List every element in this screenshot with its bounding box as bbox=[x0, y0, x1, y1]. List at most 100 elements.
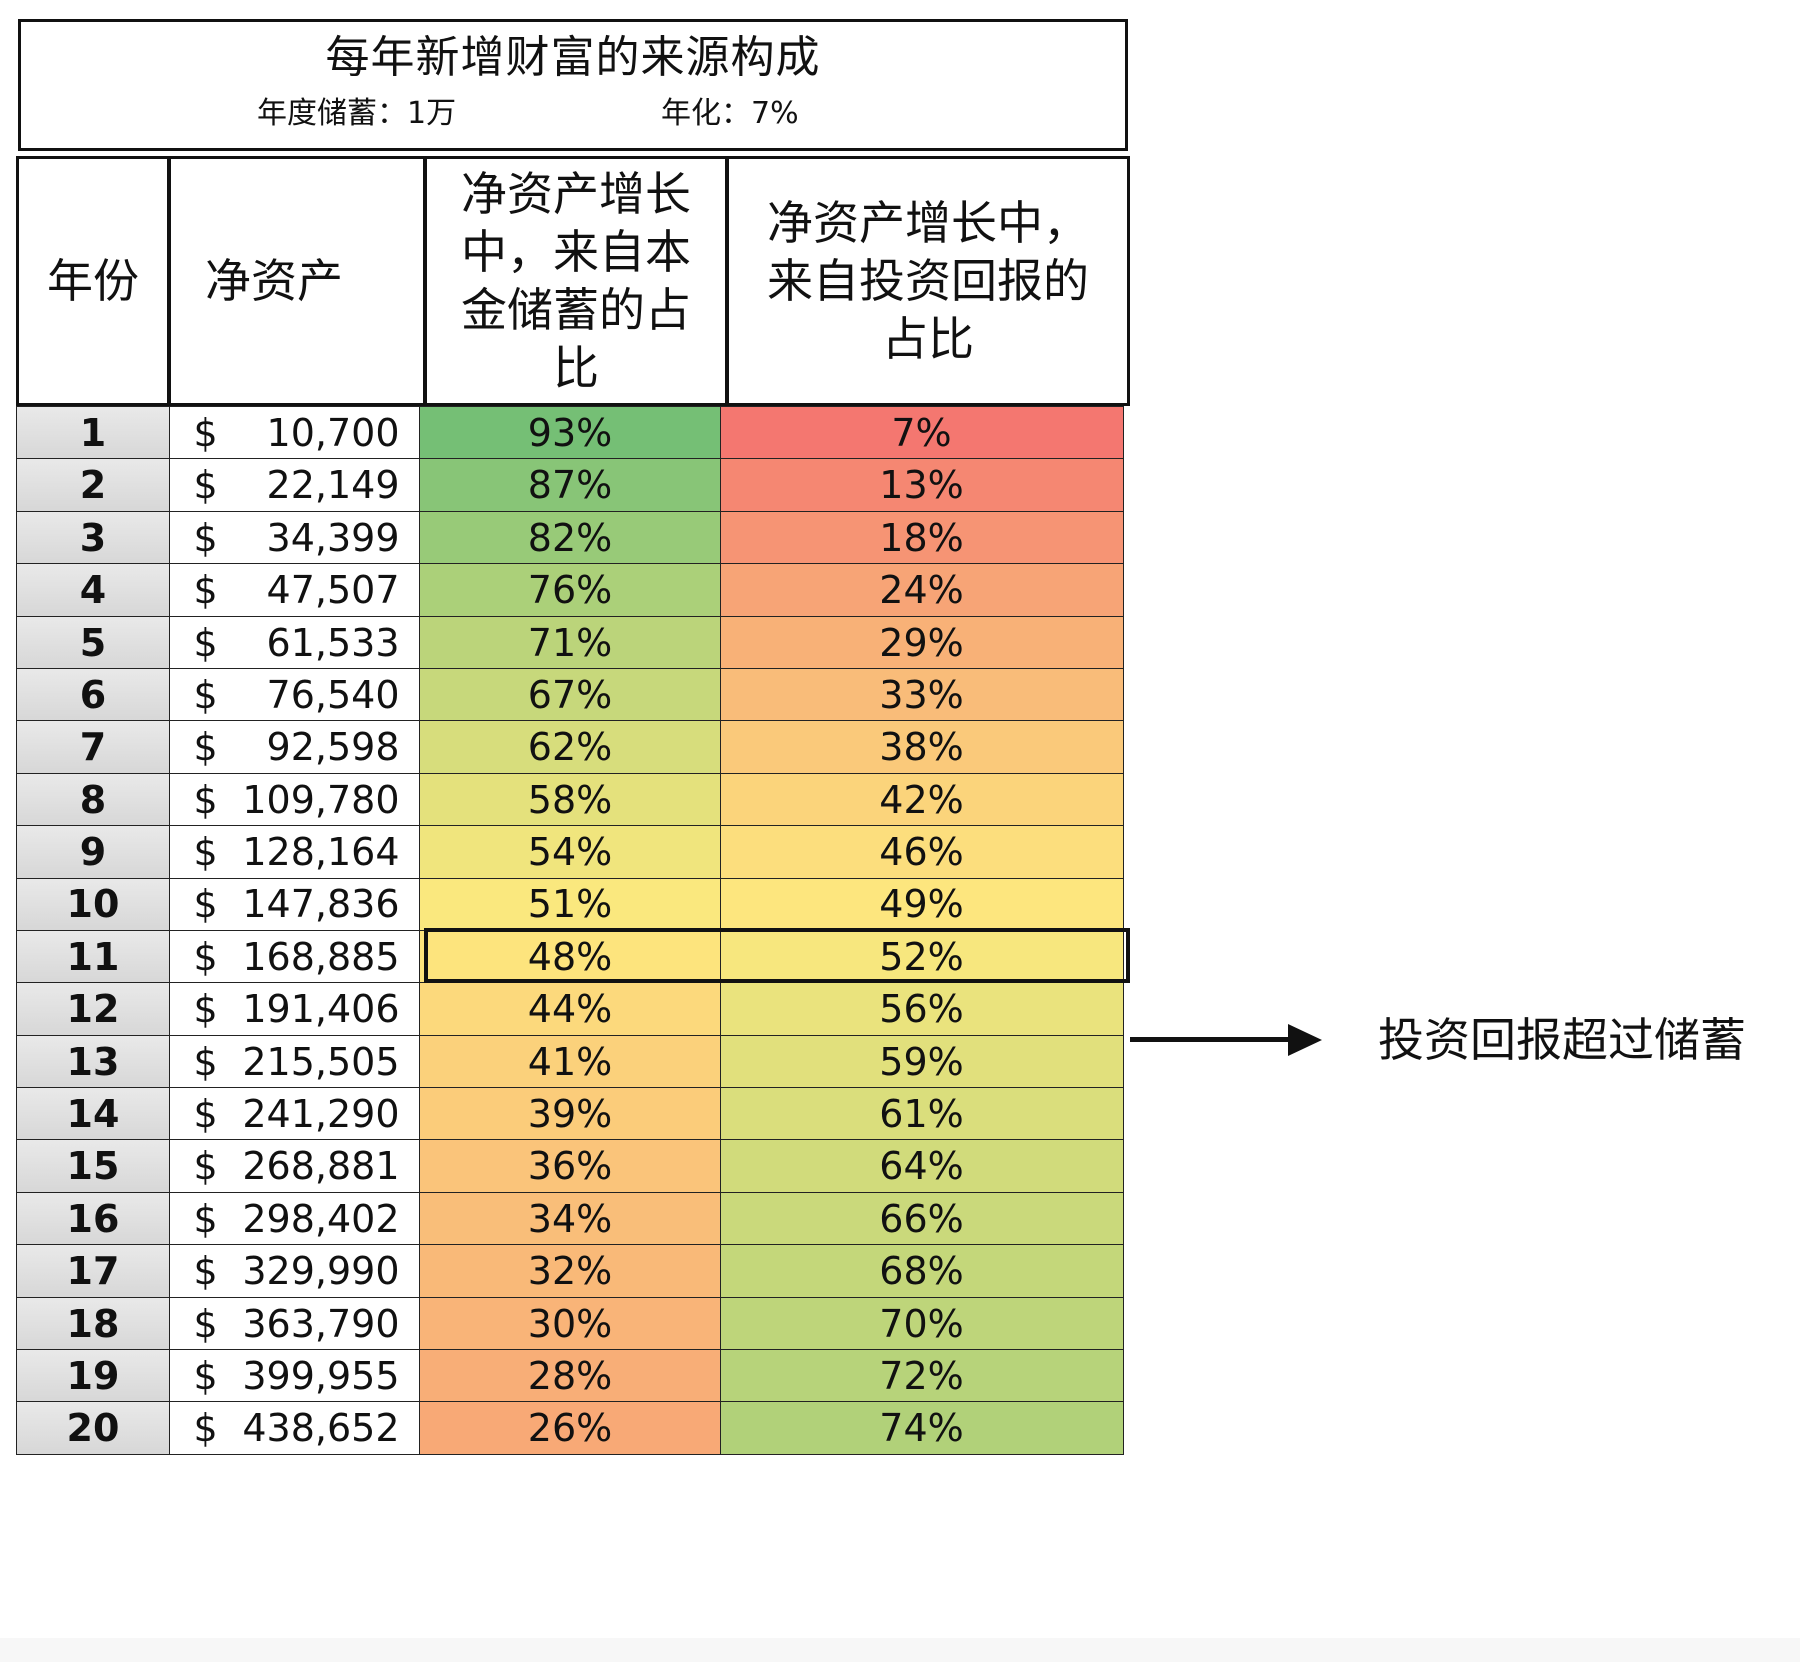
year-cell: 1 bbox=[16, 406, 170, 460]
investment-share-cell: 7% bbox=[719, 406, 1124, 460]
currency-symbol: $ bbox=[193, 1406, 218, 1451]
savings-share-cell: 26% bbox=[419, 1401, 721, 1456]
year-cell: 9 bbox=[16, 825, 170, 880]
net-assets-value: 191,406 bbox=[242, 987, 400, 1032]
savings-share-cell: 82% bbox=[419, 510, 721, 565]
net-assets-cell: $22,149 bbox=[168, 458, 421, 513]
savings-share-cell: 36% bbox=[419, 1139, 721, 1194]
net-assets-cell: $298,402 bbox=[168, 1191, 421, 1246]
currency-symbol: $ bbox=[193, 463, 218, 508]
net-assets-value: 34,399 bbox=[266, 515, 400, 560]
header-net-assets-text: 净资产 bbox=[205, 252, 343, 310]
right-arrow-icon bbox=[1288, 1024, 1322, 1056]
net-assets-value: 109,780 bbox=[242, 777, 400, 822]
net-assets-cell: $76,540 bbox=[168, 667, 421, 722]
savings-share-cell: 41% bbox=[419, 1034, 721, 1089]
page-title: 每年新增财富的来源构成 bbox=[325, 32, 821, 83]
year-cell: 20 bbox=[16, 1401, 170, 1456]
table-row: 9 $128,164 54% 46% bbox=[16, 825, 1128, 880]
year-cell: 13 bbox=[16, 1034, 170, 1089]
table-row: 1 $10,700 93% 7% bbox=[16, 406, 1128, 460]
currency-symbol: $ bbox=[193, 1092, 218, 1137]
header-investment-share: 净资产增长中， 来自投资回报的 占比 bbox=[726, 156, 1130, 406]
year-cell: 16 bbox=[16, 1191, 170, 1246]
footer-strip bbox=[0, 1638, 1800, 1662]
header-savings-share-text: 净资产增长 中，来自本 金储蓄的占比 bbox=[461, 165, 691, 397]
net-assets-value: 22,149 bbox=[266, 463, 400, 508]
year-cell: 19 bbox=[16, 1349, 170, 1403]
savings-share-cell: 71% bbox=[419, 615, 721, 670]
investment-share-cell: 33% bbox=[719, 667, 1124, 722]
investment-share-cell: 66% bbox=[719, 1191, 1124, 1246]
data-table: 1 $10,700 93% 7% 2 $22,149 87% 13% 3 $34,399 82% 18… bbox=[16, 406, 1128, 1456]
currency-symbol: $ bbox=[193, 1196, 218, 1241]
net-assets-cell: $399,955 bbox=[168, 1349, 421, 1403]
annual-rate-label: 年化：7% bbox=[661, 96, 799, 131]
year-cell: 15 bbox=[16, 1139, 170, 1194]
currency-symbol: $ bbox=[193, 987, 218, 1032]
table-row: 17 $329,990 32% 68% bbox=[16, 1244, 1128, 1299]
table-row: 20 $438,652 26% 74% bbox=[16, 1401, 1128, 1456]
net-assets-cell: $329,990 bbox=[168, 1244, 421, 1299]
net-assets-value: 438,652 bbox=[242, 1406, 400, 1451]
year-cell: 3 bbox=[16, 510, 170, 565]
currency-symbol: $ bbox=[193, 672, 218, 717]
year-cell: 4 bbox=[16, 563, 170, 618]
table-row: 4 $47,507 76% 24% bbox=[16, 563, 1128, 618]
year-cell: 5 bbox=[16, 615, 170, 670]
year-cell: 10 bbox=[16, 877, 170, 932]
currency-symbol: $ bbox=[193, 725, 218, 770]
header-line: 占比 bbox=[882, 312, 974, 366]
currency-symbol: $ bbox=[193, 410, 218, 455]
investment-share-cell: 64% bbox=[719, 1139, 1124, 1194]
currency-symbol: $ bbox=[193, 620, 218, 665]
investment-share-cell: 42% bbox=[719, 772, 1124, 827]
savings-share-cell: 48% bbox=[419, 929, 721, 984]
savings-share-cell: 34% bbox=[419, 1191, 721, 1246]
header-savings-share: 净资产增长 中，来自本 金储蓄的占比 bbox=[424, 156, 728, 406]
header-net-assets: 净资产 bbox=[168, 156, 426, 406]
table-row: 18 $363,790 30% 70% bbox=[16, 1296, 1128, 1351]
investment-share-cell: 29% bbox=[719, 615, 1124, 670]
net-assets-cell: $363,790 bbox=[168, 1296, 421, 1351]
savings-share-cell: 39% bbox=[419, 1087, 721, 1141]
table-row: 13 $215,505 41% 59% bbox=[16, 1034, 1128, 1089]
table-row: 12 $191,406 44% 56% bbox=[16, 982, 1128, 1037]
year-cell: 6 bbox=[16, 667, 170, 722]
currency-symbol: $ bbox=[193, 1039, 218, 1084]
investment-share-cell: 74% bbox=[719, 1401, 1124, 1456]
currency-symbol: $ bbox=[193, 1353, 218, 1398]
investment-share-cell: 46% bbox=[719, 825, 1124, 880]
year-cell: 17 bbox=[16, 1244, 170, 1299]
net-assets-value: 47,507 bbox=[266, 568, 400, 613]
year-cell: 14 bbox=[16, 1087, 170, 1141]
investment-share-cell: 61% bbox=[719, 1087, 1124, 1141]
investment-share-cell: 49% bbox=[719, 877, 1124, 932]
investment-share-cell: 59% bbox=[719, 1034, 1124, 1089]
savings-share-cell: 76% bbox=[419, 563, 721, 618]
header-line: 比 bbox=[553, 341, 599, 395]
net-assets-value: 128,164 bbox=[242, 830, 400, 875]
net-assets-value: 241,290 bbox=[242, 1092, 400, 1137]
table-row: 19 $399,955 28% 72% bbox=[16, 1349, 1128, 1403]
currency-symbol: $ bbox=[193, 568, 218, 613]
header-line: 来自投资回报的 bbox=[767, 254, 1089, 308]
table-row: 15 $268,881 36% 64% bbox=[16, 1139, 1128, 1194]
title-box: 每年新增财富的来源构成 年度储蓄：1万 年化：7% bbox=[18, 19, 1128, 151]
header-investment-share-text: 净资产增长中， 来自投资回报的 占比 bbox=[767, 194, 1089, 368]
net-assets-cell: $241,290 bbox=[168, 1087, 421, 1141]
net-assets-cell: $438,652 bbox=[168, 1401, 421, 1456]
currency-symbol: $ bbox=[193, 777, 218, 822]
year-cell: 7 bbox=[16, 720, 170, 775]
investment-share-cell: 56% bbox=[719, 982, 1124, 1037]
currency-symbol: $ bbox=[193, 934, 218, 979]
investment-share-cell: 72% bbox=[719, 1349, 1124, 1403]
year-cell: 12 bbox=[16, 982, 170, 1037]
annual-savings-label: 年度储蓄：1万 bbox=[257, 96, 457, 131]
header-year: 年份 bbox=[16, 156, 170, 406]
table-row: 2 $22,149 87% 13% bbox=[16, 458, 1128, 513]
net-assets-cell: $168,885 bbox=[168, 929, 421, 984]
table-row: 7 $92,598 62% 38% bbox=[16, 720, 1128, 775]
savings-share-cell: 51% bbox=[419, 877, 721, 932]
investment-share-cell: 52% bbox=[719, 929, 1124, 984]
